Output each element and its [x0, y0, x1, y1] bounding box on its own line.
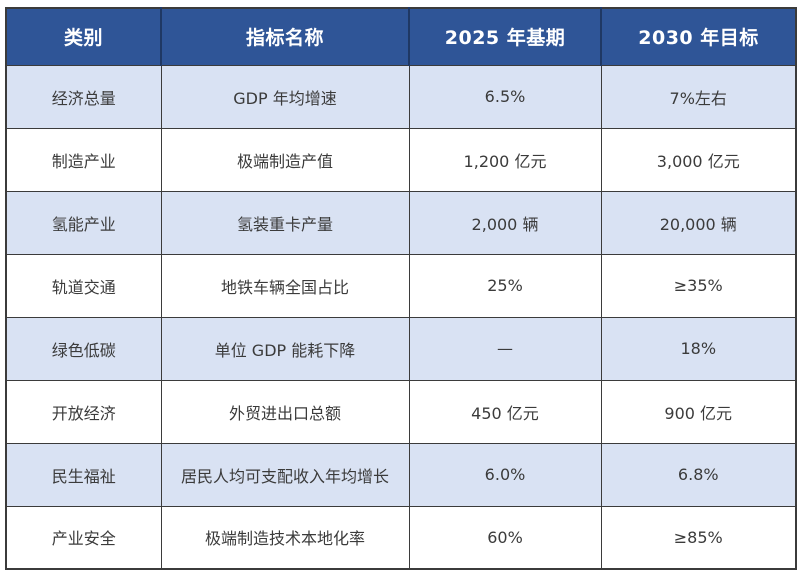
cell-2025-base: 6.5% — [408, 64, 602, 129]
table-row: 经济总量 GDP 年均增速 6.5% 7%左右 — [5, 64, 797, 129]
cell-indicator: 极端制造技术本地化率 — [160, 505, 410, 570]
cell-indicator: 居民人均可支配收入年均增长 — [160, 442, 410, 507]
table-row: 开放经济 外贸进出口总额 450 亿元 900 亿元 — [5, 379, 797, 444]
table-row: 民生福祉 居民人均可支配收入年均增长 6.0% 6.8% — [5, 442, 797, 507]
cell-2025-base: 2,000 辆 — [408, 190, 602, 255]
cell-2025-base: 450 亿元 — [408, 379, 602, 444]
cell-2025-base: — — [408, 316, 602, 381]
header-row: 类别 指标名称 2025 年基期 2030 年目标 — [5, 7, 797, 66]
cell-category: 绿色低碳 — [5, 316, 162, 381]
cell-category: 制造产业 — [5, 127, 162, 192]
cell-category: 轨道交通 — [5, 253, 162, 318]
cell-indicator: 单位 GDP 能耗下降 — [160, 316, 410, 381]
cell-category: 氢能产业 — [5, 190, 162, 255]
cell-2030-target: 3,000 亿元 — [600, 127, 797, 192]
cell-2030-target: 20,000 辆 — [600, 190, 797, 255]
cell-2030-target: ≥85% — [600, 505, 797, 570]
cell-indicator: 外贸进出口总额 — [160, 379, 410, 444]
cell-indicator: GDP 年均增速 — [160, 64, 410, 129]
cell-2025-base: 25% — [408, 253, 602, 318]
column-header-indicator: 指标名称 — [160, 7, 410, 66]
cell-2025-base: 1,200 亿元 — [408, 127, 602, 192]
table-row: 产业安全 极端制造技术本地化率 60% ≥85% — [5, 505, 797, 570]
column-header-2030-target: 2030 年目标 — [600, 7, 797, 66]
cell-2025-base: 6.0% — [408, 442, 602, 507]
planning-indicators-table: 类别 指标名称 2025 年基期 2030 年目标 经济总量 GDP 年均增速 … — [5, 7, 797, 570]
cell-2030-target: 7%左右 — [600, 64, 797, 129]
table-body: 经济总量 GDP 年均增速 6.5% 7%左右 制造产业 极端制造产值 1,20… — [5, 64, 797, 570]
table-row: 制造产业 极端制造产值 1,200 亿元 3,000 亿元 — [5, 127, 797, 192]
table-row: 氢能产业 氢装重卡产量 2,000 辆 20,000 辆 — [5, 190, 797, 255]
cell-indicator: 氢装重卡产量 — [160, 190, 410, 255]
cell-category: 产业安全 — [5, 505, 162, 570]
cell-2030-target: 6.8% — [600, 442, 797, 507]
cell-2030-target: 900 亿元 — [600, 379, 797, 444]
cell-2030-target: 18% — [600, 316, 797, 381]
table-row: 轨道交通 地铁车辆全国占比 25% ≥35% — [5, 253, 797, 318]
cell-2030-target: ≥35% — [600, 253, 797, 318]
cell-indicator: 极端制造产值 — [160, 127, 410, 192]
table-row: 绿色低碳 单位 GDP 能耗下降 — 18% — [5, 316, 797, 381]
cell-indicator: 地铁车辆全国占比 — [160, 253, 410, 318]
cell-category: 经济总量 — [5, 64, 162, 129]
table-header: 类别 指标名称 2025 年基期 2030 年目标 — [5, 7, 797, 66]
cell-category: 开放经济 — [5, 379, 162, 444]
column-header-2025-base: 2025 年基期 — [408, 7, 602, 66]
cell-category: 民生福祉 — [5, 442, 162, 507]
column-header-category: 类别 — [5, 7, 162, 66]
cell-2025-base: 60% — [408, 505, 602, 570]
